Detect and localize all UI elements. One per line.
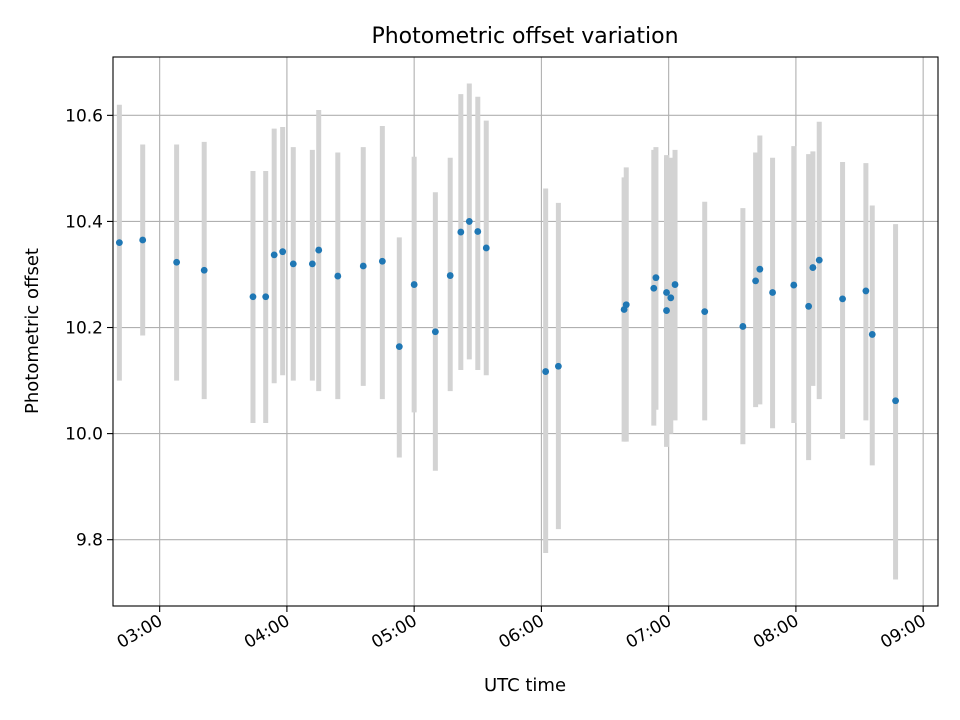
data-point — [431, 328, 439, 336]
data-point — [622, 301, 630, 309]
data-point — [839, 295, 846, 303]
data-point — [474, 228, 482, 235]
y-axis-label: Photometric offset — [22, 248, 43, 414]
data-point — [359, 262, 367, 270]
data-point — [701, 308, 709, 316]
data-point — [395, 343, 403, 351]
data-point — [270, 251, 278, 259]
data-points — [115, 218, 899, 405]
data-point — [769, 289, 776, 296]
data-point — [334, 272, 342, 280]
data-point — [115, 239, 123, 247]
x-axis-label: UTC time — [484, 675, 566, 696]
data-point — [289, 260, 297, 268]
data-point — [892, 397, 899, 405]
y-tick-label: 10.2 — [65, 319, 103, 339]
data-point — [262, 293, 270, 301]
data-point — [815, 256, 823, 264]
data-point — [805, 302, 813, 310]
y-tick-label: 9.8 — [76, 531, 103, 551]
data-point — [139, 236, 147, 244]
data-point — [671, 281, 679, 288]
y-tick-label: 10.0 — [65, 425, 103, 445]
data-point — [809, 264, 817, 271]
data-point — [308, 260, 316, 268]
plot-frame — [112, 56, 939, 607]
data-point — [756, 265, 764, 273]
data-point — [554, 362, 562, 370]
data-point — [279, 248, 287, 256]
data-point — [173, 258, 181, 266]
data-point — [652, 274, 660, 282]
data-point — [378, 257, 386, 265]
data-point — [410, 281, 418, 288]
data-point — [790, 281, 798, 289]
data-point — [739, 323, 747, 330]
data-point — [868, 331, 876, 338]
y-axis-ticks: 9.8 10.0 10.2 10.4 10.6 — [65, 106, 113, 551]
data-point — [446, 272, 454, 279]
y-tick-label: 10.6 — [65, 106, 103, 126]
data-point — [457, 228, 465, 236]
data-point — [200, 266, 208, 274]
data-point — [482, 244, 490, 252]
data-point — [663, 307, 670, 314]
chart-title: Photometric offset variation — [371, 24, 678, 49]
data-point — [667, 294, 675, 302]
data-point — [465, 218, 473, 225]
data-point — [315, 246, 323, 254]
data-point — [752, 277, 760, 285]
data-point — [650, 284, 658, 292]
data-point — [862, 287, 870, 295]
data-point — [663, 289, 670, 296]
y-tick-label: 10.4 — [65, 212, 103, 232]
data-point — [542, 368, 550, 375]
data-point — [249, 293, 257, 301]
